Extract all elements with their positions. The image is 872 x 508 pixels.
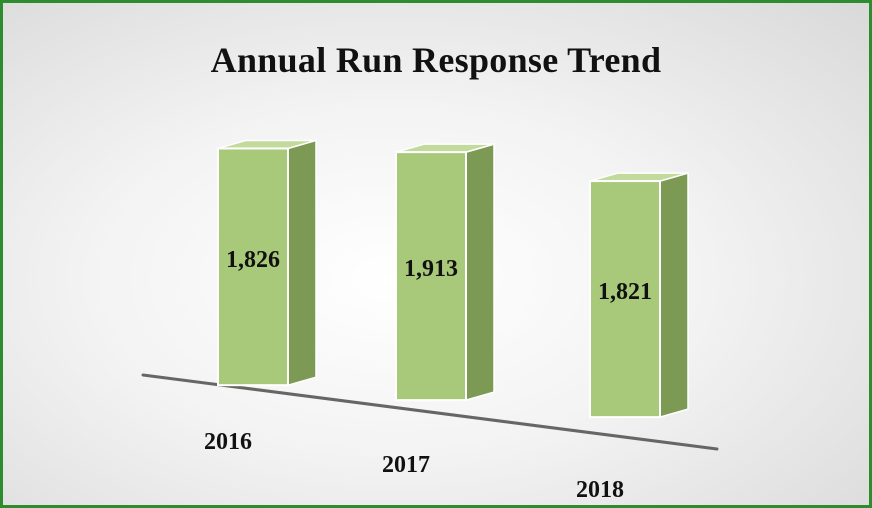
data-label: 1,913: [404, 256, 458, 282]
bar-2017: 1,913: [396, 144, 494, 400]
bar-side-face: [466, 144, 494, 400]
data-label: 1,826: [226, 247, 280, 273]
bar-side-face: [288, 140, 316, 385]
x-tick-label: 2017: [382, 452, 430, 478]
bar-2018: 1,821: [590, 173, 688, 417]
data-label: 1,821: [598, 279, 652, 305]
bar-side-face: [660, 173, 688, 417]
x-tick-label: 2016: [204, 429, 252, 455]
x-tick-label: 2018: [576, 477, 624, 503]
bar-chart: 1,826 2016 1,913 2017 1,821 2018: [3, 3, 869, 505]
bar-2016: 1,826: [218, 140, 316, 385]
